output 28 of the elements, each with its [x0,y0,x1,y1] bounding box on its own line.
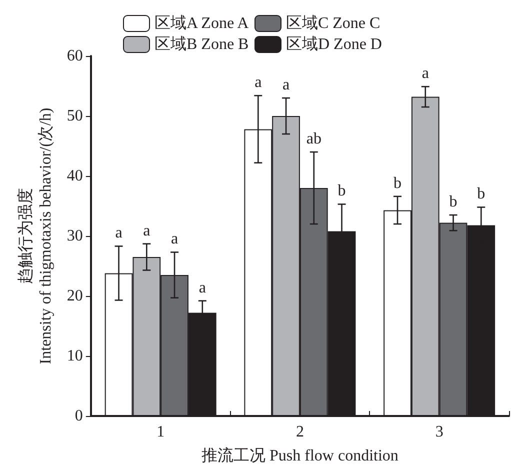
legend-label: 区域C Zone C [286,14,380,32]
data-label: a [115,224,122,242]
data-label: ab [306,130,322,148]
x-tick-label: 2 [296,424,304,440]
y-tick-label: 60 [66,48,83,64]
legend-label: 区域A Zone A [154,14,250,32]
y-tick-label: 30 [66,228,83,244]
y-axis-title: 趋触行为强度 Intensity of thigmotaxis behavior/(次/h) [16,108,54,364]
data-label: a [254,74,262,92]
data-label: a [198,279,206,296]
data-label: b [477,186,486,203]
y-tick-label: 20 [66,288,83,304]
x-tick-label: 3 [435,424,444,440]
y-tick-label: 50 [66,108,83,124]
legend-label: 区域D Zone D [286,35,382,53]
data-label: a [143,222,150,240]
y-tick-label: 10 [66,348,83,364]
y-tick-label: 0 [74,408,83,424]
data-label: b [394,174,402,192]
data-label: b [338,182,346,200]
legend-label: 区域B Zone B [154,35,249,53]
data-label: a [422,65,429,82]
data-label: a [170,230,178,248]
x-axis-title: 推流工况 Push flow condition [202,446,398,464]
data-label: b [449,194,458,210]
x-tick-label: 1 [156,424,165,440]
data-label: a [282,76,290,94]
y-tick-label: 40 [66,168,83,184]
